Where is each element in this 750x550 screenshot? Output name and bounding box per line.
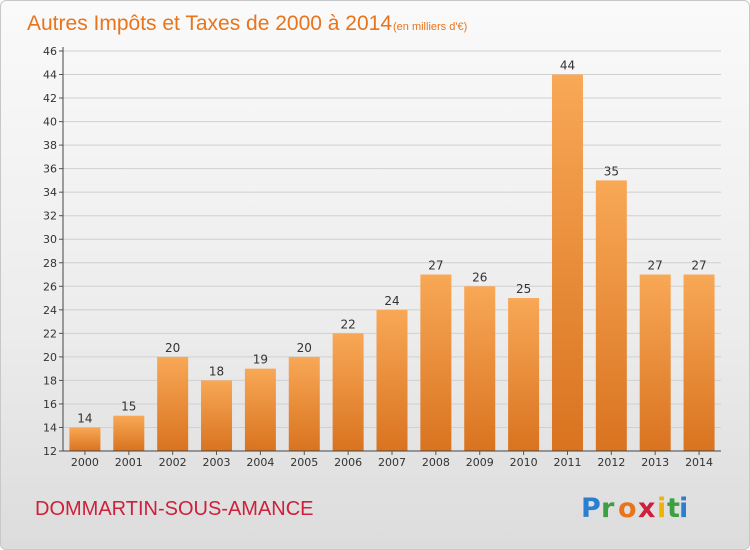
y-tick-label-28: 28 xyxy=(43,257,57,270)
data-label-2012: 35 xyxy=(604,164,619,178)
chart-subtitle: (en milliers d'€) xyxy=(393,21,467,33)
bar-2012 xyxy=(595,180,627,452)
x-tick-label-2012: 2012 xyxy=(597,456,625,469)
data-label-2002: 20 xyxy=(165,341,180,355)
x-tick-label-2014: 2014 xyxy=(685,456,713,469)
x-tick-label-2013: 2013 xyxy=(641,456,669,469)
data-label-2001: 15 xyxy=(121,400,136,414)
y-tick-label-32: 32 xyxy=(43,210,57,223)
bar-2006 xyxy=(332,333,364,451)
y-tick-label-20: 20 xyxy=(43,351,57,364)
y-tick-label-44: 44 xyxy=(43,69,57,82)
data-label-2007: 24 xyxy=(384,294,399,308)
x-tick-label-2004: 2004 xyxy=(246,456,274,469)
data-label-2006: 22 xyxy=(340,317,355,331)
x-tick-label-2001: 2001 xyxy=(115,456,143,469)
data-label-2011: 44 xyxy=(560,59,575,73)
y-tick-label-14: 14 xyxy=(43,421,57,434)
x-tick-label-2010: 2010 xyxy=(510,456,538,469)
logo-letter-o: o xyxy=(618,493,637,524)
y-tick-label-42: 42 xyxy=(43,92,57,105)
data-label-2014: 27 xyxy=(691,259,706,273)
y-tick-label-22: 22 xyxy=(43,327,57,340)
bar-2010 xyxy=(508,298,540,451)
bar-series xyxy=(69,74,715,452)
y-tick-label-30: 30 xyxy=(43,233,57,246)
logo-letter-i2: i xyxy=(679,493,688,524)
logo-letter-i1: i xyxy=(657,493,666,524)
bar-2003 xyxy=(201,380,233,451)
y-tick-label-24: 24 xyxy=(43,304,57,317)
data-label-2008: 27 xyxy=(428,259,443,273)
data-label-2013: 27 xyxy=(648,259,663,273)
y-axis-ticks: 12 14 16 18 20 22 24 26 28 30 32 34 36 38 40 42 44 46 xyxy=(43,45,63,458)
data-label-2003: 18 xyxy=(209,364,224,378)
logo-letter-r: r xyxy=(601,493,615,524)
data-label-2005: 20 xyxy=(297,341,312,355)
x-tick-label-2002: 2002 xyxy=(159,456,187,469)
bar-2007 xyxy=(376,309,408,451)
bar-2013 xyxy=(639,274,671,451)
data-label-2009: 26 xyxy=(472,270,487,284)
logo-letter-p: P xyxy=(581,493,601,524)
bar-2001 xyxy=(113,415,145,451)
y-tick-label-46: 46 xyxy=(43,45,57,58)
data-label-2010: 25 xyxy=(516,282,531,296)
y-tick-label-12: 12 xyxy=(43,445,57,458)
bar-2002 xyxy=(157,356,189,451)
logo-letter-x: x xyxy=(638,493,655,524)
x-tick-label-2006: 2006 xyxy=(334,456,362,469)
data-label-2000: 14 xyxy=(77,411,92,425)
chart-title: Autres Impôts et Taxes de 2000 à 2014 xyxy=(27,12,392,35)
bar-2009 xyxy=(464,286,496,451)
bar-2005 xyxy=(288,356,320,451)
y-tick-label-26: 26 xyxy=(43,280,57,293)
x-axis-ticks: 2000 2001 2002 2003 2004 2005 2006 2007 2008 2009… xyxy=(71,451,713,469)
bar-2008 xyxy=(420,274,452,451)
x-tick-label-2011: 2011 xyxy=(553,456,581,469)
x-tick-label-2003: 2003 xyxy=(203,456,231,469)
y-tick-label-36: 36 xyxy=(43,163,57,176)
data-labels: 14 15 20 18 19 20 22 24 27 26 25 44 35 27 27 xyxy=(77,59,706,426)
proxiti-logo: Proxiti P r o x i t i xyxy=(581,493,688,524)
x-tick-label-2008: 2008 xyxy=(422,456,450,469)
logo-letter-t: t xyxy=(667,493,680,524)
y-tick-label-40: 40 xyxy=(43,116,57,129)
data-label-2004: 19 xyxy=(253,353,268,367)
y-tick-label-38: 38 xyxy=(43,139,57,152)
x-tick-label-2000: 2000 xyxy=(71,456,99,469)
bar-2014 xyxy=(683,274,715,451)
x-tick-label-2009: 2009 xyxy=(466,456,494,469)
y-tick-label-34: 34 xyxy=(43,186,57,199)
x-tick-label-2007: 2007 xyxy=(378,456,406,469)
y-tick-label-16: 16 xyxy=(43,398,57,411)
location-name: DOMMARTIN-SOUS-AMANCE xyxy=(35,498,314,520)
bar-2011 xyxy=(551,74,583,451)
bar-2004 xyxy=(244,368,276,451)
x-tick-label-2005: 2005 xyxy=(290,456,318,469)
bar-2000 xyxy=(69,427,101,451)
grid-lines xyxy=(63,50,721,452)
y-tick-label-18: 18 xyxy=(43,374,57,387)
